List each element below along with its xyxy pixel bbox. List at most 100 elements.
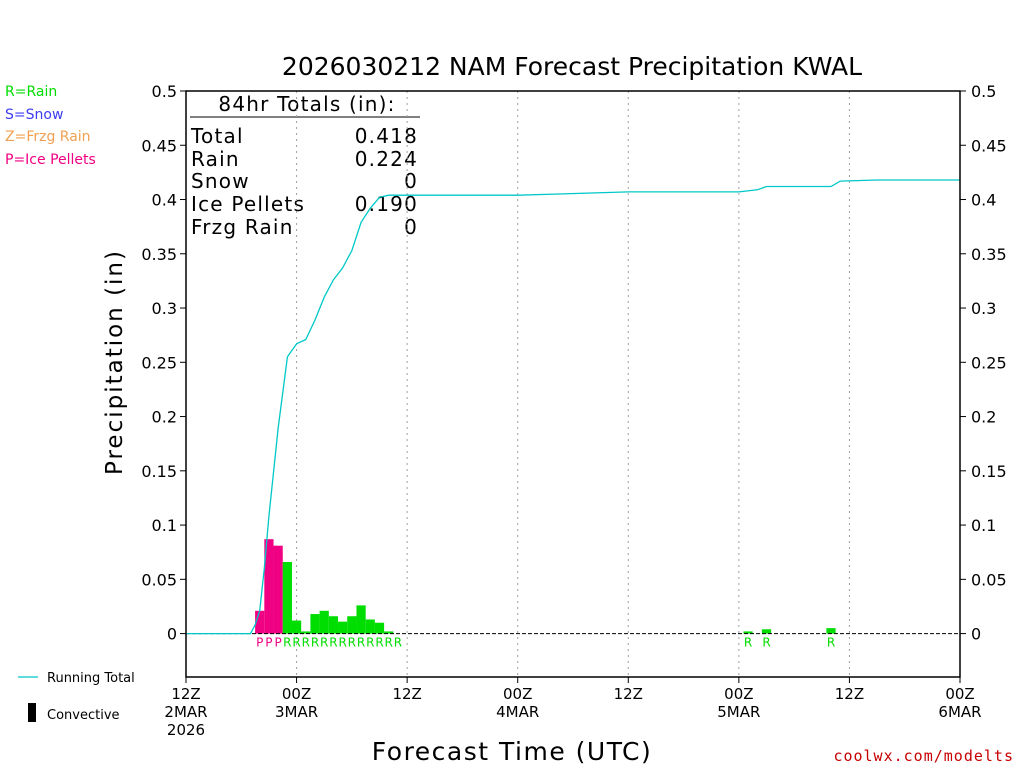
totals-header: 84hr Totals (in):: [218, 92, 395, 116]
running-total-line: [186, 179, 960, 635]
ptype-label: R: [292, 636, 300, 650]
precip-bar: [282, 561, 292, 634]
credit-text: coolwx.com/modelts: [833, 747, 1014, 765]
running-total-legend-label: Running Total: [47, 671, 135, 686]
precip-bar: [319, 610, 329, 634]
plot-frame: [185, 90, 961, 678]
precip-bar: [743, 631, 753, 634]
ptype-label: R: [366, 636, 374, 650]
x-tick-label: 12Z: [614, 685, 643, 703]
y-tick-label-left: 0: [167, 625, 177, 644]
y-tick-label-left: 0.05: [141, 570, 177, 589]
ptype-label: P: [275, 636, 282, 650]
y-tick-label-left: 0.5: [152, 82, 177, 101]
ptype-label: R: [338, 636, 346, 650]
y-tick-label-left: 0.25: [141, 353, 177, 372]
y-tick-label-right: 0.2: [971, 408, 996, 427]
precip-bar: [347, 616, 357, 634]
x-tick-label: 6MAR: [938, 703, 981, 721]
y-tick-label-right: 0.1: [971, 516, 996, 535]
totals-label-frzg-rain: Frzg Rain: [191, 215, 294, 239]
precip-bar: [338, 621, 348, 634]
precip-bar: [826, 628, 836, 634]
y-axis-label: Precipitation (in): [102, 249, 128, 475]
bottom-legend: Running Total Convective: [18, 671, 135, 723]
x-tick-label: 3MAR: [275, 703, 318, 721]
precip-bar: [761, 629, 772, 634]
ptype-label: R: [375, 636, 383, 650]
y-tick-label-right: 0.25: [971, 353, 1007, 372]
precip-bar: [328, 616, 339, 634]
y-tick-label-right: 0: [971, 625, 981, 644]
ptype-label: R: [394, 636, 402, 650]
legend-frzg-rain: Z=Frzg Rain: [5, 129, 91, 145]
ptype-label: R: [283, 636, 291, 650]
y-tick-label-left: 0.3: [152, 299, 177, 318]
x-tick-label: 2026: [167, 721, 205, 739]
x-tick-label: 00Z: [503, 685, 532, 703]
y-tick-label-right: 0.05: [971, 570, 1007, 589]
x-tick-label: 00Z: [724, 685, 753, 703]
y-tick-label-right: 0.5: [971, 82, 996, 101]
precip-bar: [365, 619, 375, 634]
y-tick-label-right: 0.35: [971, 245, 1007, 264]
ptype-label: R: [302, 636, 310, 650]
ptype-label: R: [744, 636, 752, 650]
y-tick-label-left: 0.4: [152, 191, 177, 210]
x-tick-label: 12Z: [835, 685, 864, 703]
convective-swatch: [28, 703, 36, 722]
legend-ice-pellets: P=Ice Pellets: [5, 152, 96, 168]
x-tick-label: 4MAR: [496, 703, 539, 721]
precip-bar: [273, 545, 283, 634]
x-tick-label: 12Z: [392, 685, 421, 703]
totals-box: 84hr Totals (in): Total 0.418 Rain 0.224…: [190, 92, 420, 239]
y-tick-label-left: 0.35: [141, 245, 177, 264]
totals-value-rain: 0.224: [355, 147, 418, 171]
precip-bar: [301, 631, 311, 634]
x-tick-label: 5MAR: [717, 703, 760, 721]
y-tick-label-left: 0.1: [152, 516, 177, 535]
x-tick-label: 00Z: [945, 685, 974, 703]
ptype-label: R: [762, 636, 770, 650]
ptype-label: R: [320, 636, 328, 650]
x-tick-label: 2MAR: [164, 703, 207, 721]
totals-label-ice-pellets: Ice Pellets: [191, 192, 305, 216]
y-tick-label-left: 0.45: [141, 136, 177, 155]
ptype-label: R: [329, 636, 337, 650]
x-axis-label: Forecast Time (UTC): [372, 737, 652, 766]
ptype-label: R: [357, 636, 365, 650]
totals-label-snow: Snow: [191, 169, 250, 193]
x-tick-label: 00Z: [282, 685, 311, 703]
precip-bar: [384, 631, 394, 634]
y-tick-label-left: 0.2: [152, 408, 177, 427]
totals-label-rain: Rain: [191, 147, 240, 171]
y-tick-label-right: 0.15: [971, 462, 1007, 481]
precip-bar: [291, 620, 302, 634]
precip-bar: [255, 610, 265, 634]
totals-value-frzg-rain: 0: [404, 215, 418, 239]
precip-bar: [310, 614, 320, 634]
ptype-label: R: [385, 636, 393, 650]
legend-snow: S=Snow: [5, 107, 63, 123]
legend-rain: R=Rain: [5, 84, 57, 100]
y-tick-label-right: 0.45: [971, 136, 1007, 155]
y-tick-label-right: 0.3: [971, 299, 996, 318]
totals-value-total: 0.418: [355, 124, 418, 148]
x-tick-label: 12Z: [171, 685, 200, 703]
precip-bar: [264, 539, 274, 634]
precip-bar: [374, 622, 385, 634]
ptype-label: R: [827, 636, 835, 650]
precip-bar: [356, 605, 366, 634]
ptype-label: P: [256, 636, 263, 650]
totals-value-snow: 0: [404, 169, 418, 193]
chart-title: 2026030212 NAM Forecast Precipitation KW…: [282, 52, 862, 81]
y-tick-label-left: 0.15: [141, 462, 177, 481]
ptype-label: R: [311, 636, 319, 650]
y-tick-label-right: 0.4: [971, 191, 996, 210]
ptype-legend: R=Rain S=Snow Z=Frzg Rain P=Ice Pellets: [5, 84, 96, 168]
totals-label-total: Total: [190, 124, 244, 148]
ptype-label: R: [348, 636, 356, 650]
convective-legend-label: Convective: [47, 708, 120, 723]
ptype-label: P: [265, 636, 272, 650]
